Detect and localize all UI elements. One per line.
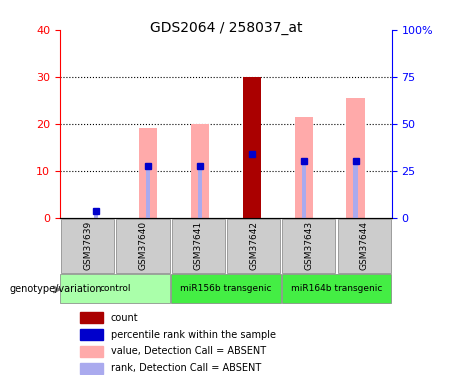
Text: GSM37640: GSM37640 <box>138 221 148 270</box>
Bar <box>171 274 281 303</box>
Text: count: count <box>111 313 138 322</box>
Text: GDS2064 / 258037_at: GDS2064 / 258037_at <box>150 21 302 34</box>
Bar <box>171 219 225 273</box>
Text: GSM37639: GSM37639 <box>83 221 92 270</box>
Bar <box>250 154 254 218</box>
Text: GSM37644: GSM37644 <box>360 221 369 270</box>
Bar <box>198 166 202 218</box>
Bar <box>146 166 150 218</box>
Bar <box>60 274 170 303</box>
Text: GSM37642: GSM37642 <box>249 221 258 270</box>
Text: value, Detection Call = ABSENT: value, Detection Call = ABSENT <box>111 346 266 356</box>
Bar <box>243 77 261 218</box>
Bar <box>94 211 98 217</box>
Bar <box>79 329 103 340</box>
Bar <box>191 124 209 218</box>
Bar <box>337 219 391 273</box>
Bar <box>354 161 358 218</box>
Bar <box>116 219 170 273</box>
Bar <box>282 274 391 303</box>
Text: genotype/variation: genotype/variation <box>9 285 102 294</box>
Bar <box>295 117 313 218</box>
Bar <box>282 219 336 273</box>
Text: miR156b transgenic: miR156b transgenic <box>180 284 272 293</box>
Bar <box>79 363 103 374</box>
Bar <box>347 98 365 218</box>
Bar <box>139 128 157 217</box>
Bar <box>79 312 103 323</box>
Bar <box>301 161 306 218</box>
Bar <box>61 219 114 273</box>
Text: rank, Detection Call = ABSENT: rank, Detection Call = ABSENT <box>111 363 261 373</box>
Text: control: control <box>100 284 131 293</box>
Bar <box>243 77 261 218</box>
Text: GSM37641: GSM37641 <box>194 221 203 270</box>
Bar <box>227 219 280 273</box>
Text: percentile rank within the sample: percentile rank within the sample <box>111 330 276 339</box>
Bar <box>79 346 103 357</box>
Text: GSM37643: GSM37643 <box>304 221 313 270</box>
Text: miR164b transgenic: miR164b transgenic <box>291 284 382 293</box>
